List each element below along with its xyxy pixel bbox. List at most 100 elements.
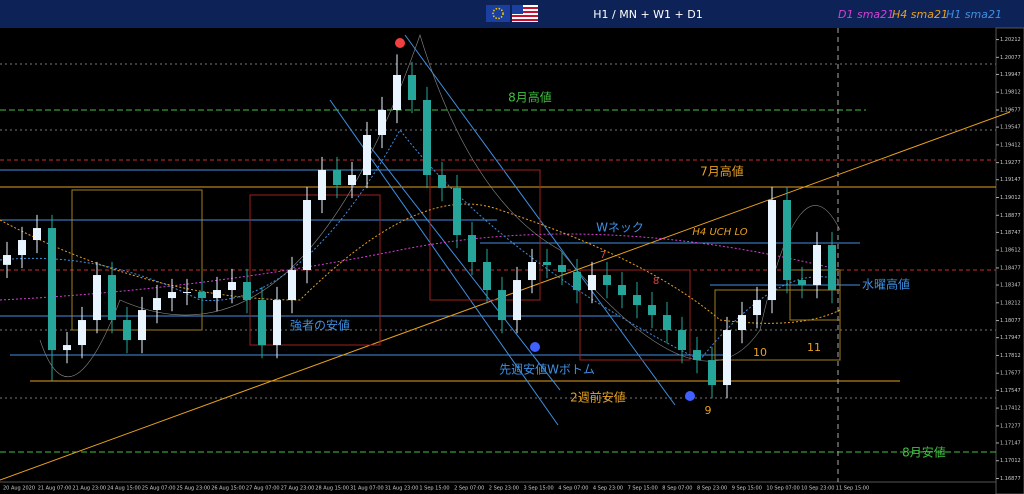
candle-body [813,245,821,286]
y-tick-label: 1.19547 [1000,125,1021,131]
candle-body [78,320,86,346]
candle-body [108,275,116,321]
y-tick-label: 1.19147 [1000,177,1021,183]
annotation: 強者の安値 [290,318,350,333]
x-tick-label: 25 Aug 23:00 [177,486,211,492]
candle-body [408,74,416,100]
candle-body [603,275,611,286]
candle-body [498,290,506,321]
annotation: 8 [653,276,659,287]
candle-body [48,228,56,351]
annotation: H4 UCH LO [692,227,747,238]
y-tick-label: 1.18212 [1000,300,1021,306]
x-tick-label: 2 Sep 23:00 [489,486,519,492]
candle-body [273,300,281,346]
candle-body [153,298,161,311]
candle-body [333,170,341,186]
candle-body [183,292,191,294]
x-tick-label: 11 Sep 15:00 [836,486,869,492]
candle-body [213,290,221,299]
y-tick-label: 1.19947 [1000,72,1021,78]
x-tick-label: 21 Aug 07:00 [38,486,72,492]
candle-body [318,170,326,201]
candle-body [633,295,641,306]
candle-body [3,255,11,265]
x-tick-label: 1 Sep 15:00 [419,486,449,492]
annotation: 先週安値Wボトム [499,362,595,377]
candle-body [123,320,131,341]
candle-body [513,280,521,321]
candle-body [783,200,791,281]
candle-body [573,272,581,291]
candle-body [483,262,491,291]
y-tick-label: 1.19812 [1000,90,1021,96]
annotation: 7月高値 [700,164,744,179]
x-tick-label: 31 Aug 23:00 [385,486,419,492]
candle-body [393,74,401,110]
x-tick-label: 28 Aug 15:00 [315,486,349,492]
plot-area [3,54,836,399]
candle-body [228,282,236,291]
y-tick-label: 1.17012 [1000,458,1021,464]
candle-body [33,228,41,241]
candle-body [198,292,206,299]
y-tick-label: 1.20212 [1000,37,1021,43]
x-tick-label: 25 Aug 07:00 [142,486,176,492]
annotation: 10 [753,346,767,359]
candle-body [93,275,101,321]
chart-title: H1 / MN + W1 + D1 [593,8,702,21]
y-tick-label: 1.17412 [1000,406,1021,412]
candle-body [528,262,536,281]
flags [486,5,538,22]
x-tick-label: 24 Aug 15:00 [107,486,141,492]
candle-body [753,300,761,316]
candle-body [438,175,446,189]
y-tick-label: 1.18347 [1000,283,1021,289]
annotation: 9 [705,404,712,417]
y-tick-label: 1.17547 [1000,388,1021,394]
x-tick-label: 9 Sep 15:00 [732,486,762,492]
y-tick-label: 1.17812 [1000,353,1021,359]
overlays [0,27,1024,494]
x-tick-label: 8 Sep 07:00 [662,486,692,492]
candle-body [138,310,146,341]
candle-body [798,280,806,286]
y-tick-label: 1.18877 [1000,213,1021,219]
y-tick-label: 1.17147 [1000,440,1021,446]
candle-body [18,240,26,256]
candle-body [363,134,371,176]
candle-body [378,109,386,135]
legend-entry: H1 sma21 [946,8,1002,21]
candle-body [243,282,251,301]
candle-body [288,270,296,301]
candle-body [588,275,596,291]
x-tick-label: 20 Aug 2020 [3,486,35,492]
candle-body [63,345,71,351]
candle-body [648,305,656,316]
legend-entry: H4 sma21 [892,8,948,21]
y-tick-label: 1.19677 [1000,107,1021,113]
candle-body [168,292,176,299]
x-tick-label: 8 Sep 23:00 [697,486,727,492]
candle-body [768,200,776,301]
candle-body [678,330,686,351]
x-tick-label: 10 Sep 23:00 [801,486,834,492]
x-tick-label: 27 Aug 23:00 [281,486,315,492]
x-tick-label: 27 Aug 07:00 [246,486,280,492]
y-tick-label: 1.20077 [1000,55,1021,61]
y-tick-label: 1.19012 [1000,195,1021,201]
y-tick-label: 1.18612 [1000,248,1021,254]
candle-body [303,200,311,271]
annotation: 水曜高値 [862,277,910,292]
x-tick-label: 31 Aug 07:00 [350,486,384,492]
annotation: 11 [807,341,821,354]
candle-body [618,285,626,296]
candle-body [828,245,836,291]
y-tick-label: 1.18477 [1000,265,1021,271]
y-tick-label: 1.17677 [1000,371,1021,377]
annotation: 8月高値 [508,90,552,105]
y-tick-label: 1.19412 [1000,142,1021,148]
